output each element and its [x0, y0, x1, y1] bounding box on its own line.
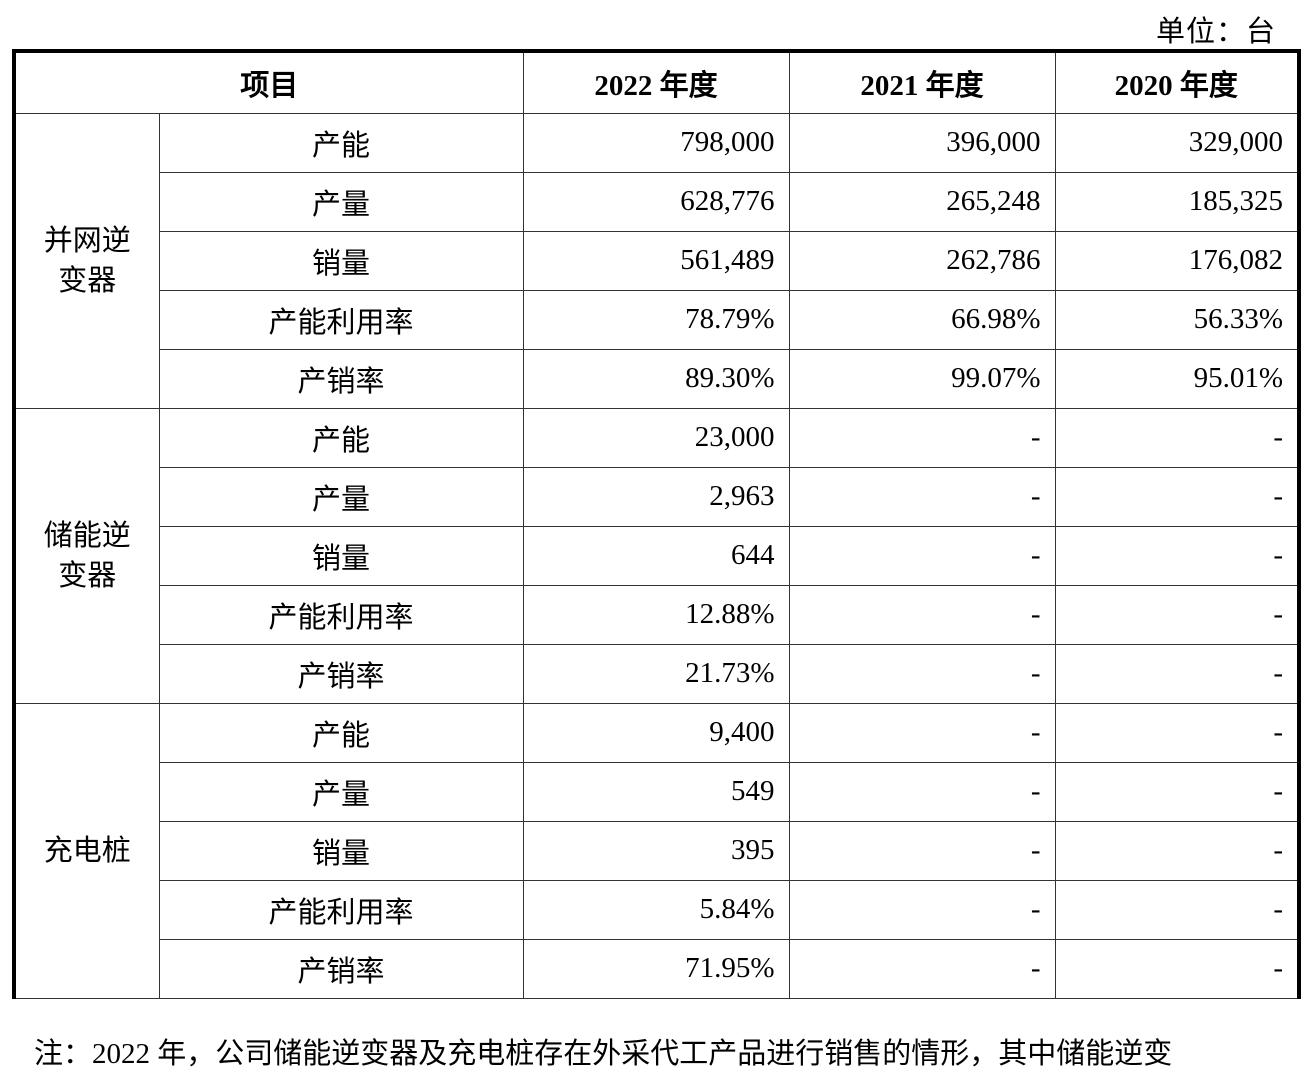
value-2021: 262,786	[788, 230, 1056, 291]
value-2020: -	[1054, 407, 1300, 468]
value-2021: -	[788, 407, 1056, 468]
value-2020: -	[1054, 820, 1300, 881]
row-label: 产能利用率	[158, 289, 524, 350]
value-2022: 561,489	[522, 230, 790, 291]
value-2020: -	[1054, 879, 1300, 940]
table-row: 产量 2,963- -	[14, 466, 1300, 527]
row-label: 产量	[158, 171, 524, 232]
value-2020: 56.33%	[1054, 289, 1300, 350]
row-label: 产能利用率	[158, 879, 524, 940]
value-2021: 265,248	[788, 171, 1056, 232]
table-row: 储能逆变器 产能 23,000- -	[13, 407, 1300, 704]
value-2021: -	[788, 525, 1056, 586]
table-row: 产能利用率 12.88% - -	[14, 584, 1300, 645]
group-name: 充电桩	[43, 834, 131, 867]
value-2022: 89.30%	[522, 348, 790, 409]
value-2022: 549	[522, 761, 790, 822]
group-name: 储能逆变器	[43, 519, 131, 592]
value-2020: 185,325	[1054, 171, 1300, 232]
table-row: 产销率 89.30% 99.07% 95.01%	[14, 348, 1300, 409]
table-row: 并网逆变器 产能 798,000 396,000 329,000	[13, 112, 1300, 409]
value-2020: -	[1054, 643, 1300, 704]
value-2020: -	[1054, 702, 1300, 763]
value-2020: 95.01%	[1054, 348, 1300, 409]
row-label: 产量	[158, 761, 524, 822]
value-2022: 2,963	[522, 466, 790, 527]
table-row: 产能利用率 78.79% 66.98% 56.33%	[14, 289, 1300, 350]
group-name: 并网逆变器	[43, 224, 131, 297]
value-2022: 395	[522, 820, 790, 881]
group-label: 并网逆变器	[13, 112, 160, 409]
footnote: 注：2022 年，公司储能逆变器及充电桩存在外采代工产品进行销售的情形，其中储能…	[34, 1038, 1173, 1070]
header-2022: 2022 年度	[522, 50, 790, 114]
value-2020: -	[1054, 761, 1300, 822]
row-label: 产销率	[158, 348, 524, 409]
value-2022: 798,000	[522, 112, 790, 173]
row-label: 产量	[158, 466, 524, 527]
row-label: 产销率	[158, 643, 524, 704]
value-2021: -	[788, 761, 1056, 822]
value-2020: -	[1054, 525, 1300, 586]
row-label: 产能	[158, 112, 524, 173]
table-row: 产量 549- -	[14, 761, 1300, 822]
value-2022: 628,776	[522, 171, 790, 232]
table-row: 产销率 71.95% - -	[14, 938, 1300, 999]
value-2020: -	[1054, 466, 1300, 527]
value-2021: -	[788, 643, 1056, 704]
header-item: 项目	[13, 50, 524, 114]
row-label: 销量	[158, 230, 524, 291]
production-sales-table: 项目 2022 年度 2021 年度 2020 年度 并网逆变器 产能 798,00…	[12, 49, 1301, 999]
group-label: 储能逆变器	[13, 407, 160, 704]
value-2021: -	[788, 584, 1056, 645]
value-2021: -	[788, 820, 1056, 881]
value-2020: -	[1054, 938, 1300, 999]
row-label: 销量	[158, 820, 524, 881]
value-2021: 66.98%	[788, 289, 1056, 350]
value-2022: 9,400	[522, 702, 790, 763]
row-label: 产能利用率	[158, 584, 524, 645]
value-2022: 644	[522, 525, 790, 586]
row-label: 产能	[158, 702, 524, 763]
value-2022: 21.73%	[522, 643, 790, 704]
row-label: 产能	[158, 407, 524, 468]
value-2022: 71.95%	[522, 938, 790, 999]
table-row: 销量 644- -	[14, 525, 1300, 586]
value-2021: -	[788, 879, 1056, 940]
table-row: 销量 395- -	[14, 820, 1300, 881]
value-2022: 23,000	[522, 407, 790, 468]
value-2020: 329,000	[1054, 112, 1300, 173]
value-2021: -	[788, 938, 1056, 999]
row-label: 销量	[158, 525, 524, 586]
group-label: 充电桩	[13, 702, 160, 999]
value-2022: 12.88%	[522, 584, 790, 645]
value-2021: 99.07%	[788, 348, 1056, 409]
value-2022: 78.79%	[522, 289, 790, 350]
row-label: 产销率	[158, 938, 524, 999]
header-2020: 2020 年度	[1054, 50, 1300, 114]
unit-label: 单位：台	[1155, 16, 1276, 48]
table-row: 产销率 21.73% - -	[14, 643, 1300, 704]
header-row: 项目 2022 年度 2021 年度 2020 年度	[13, 50, 1300, 114]
value-2022: 5.84%	[522, 879, 790, 940]
header-2021: 2021 年度	[788, 50, 1056, 114]
value-2021: 396,000	[788, 112, 1056, 173]
table-row: 充电桩 产能 9,400- -	[13, 702, 1300, 999]
table-row: 产能利用率 5.84% - -	[14, 879, 1300, 940]
table-row: 产量 628,776 265,248 185,325	[14, 171, 1300, 232]
value-2020: -	[1054, 584, 1300, 645]
value-2020: 176,082	[1054, 230, 1300, 291]
table-row: 销量 561,489 262,786 176,082	[14, 230, 1300, 291]
value-2021: -	[788, 466, 1056, 527]
value-2021: -	[788, 702, 1056, 763]
